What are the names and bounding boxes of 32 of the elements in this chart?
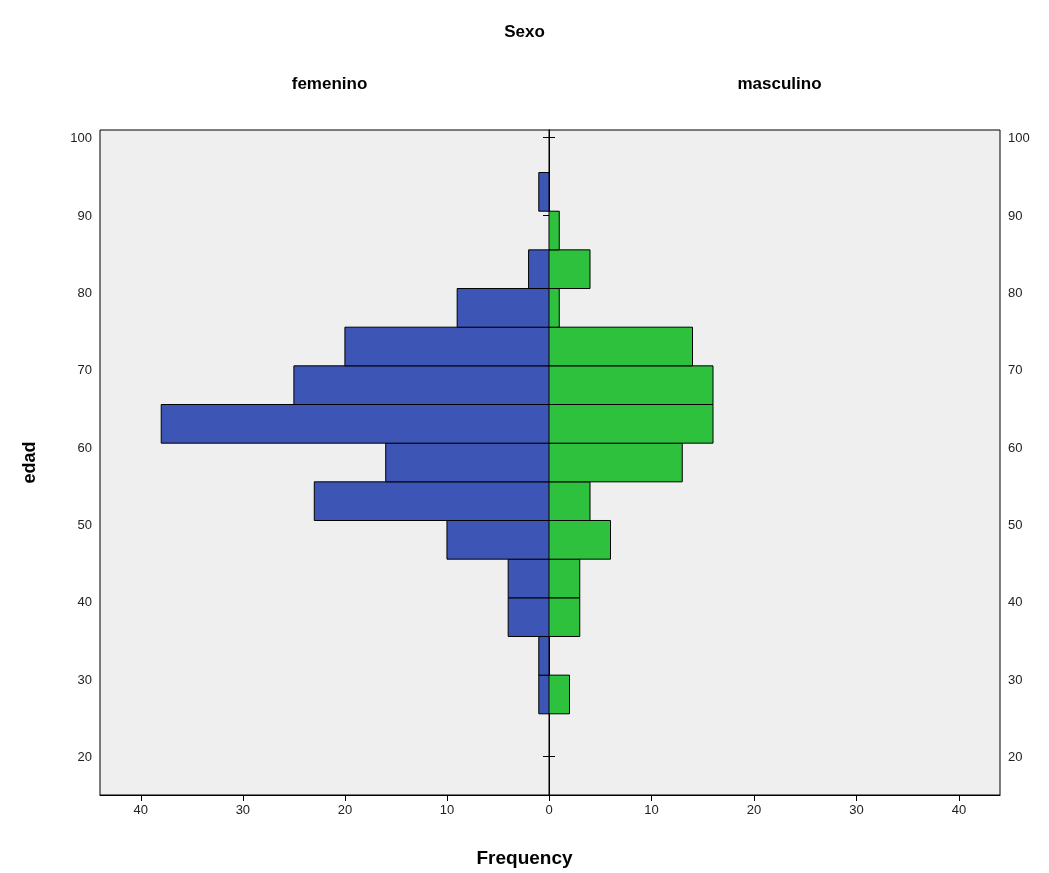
y-tick-label: 70 xyxy=(1008,362,1023,378)
x-tick-label: 40 xyxy=(951,802,967,817)
x-tick-label: 40 xyxy=(133,802,149,817)
y-tick-label: 100 xyxy=(1008,130,1030,146)
y-tick-label: 100 xyxy=(70,130,92,146)
y-tick-label: 80 xyxy=(77,284,92,300)
x-tick-label: 0 xyxy=(545,802,553,817)
y-tick-label: 60 xyxy=(77,439,92,455)
y-tick-label: 30 xyxy=(1008,671,1023,687)
chart-subtitle: masculino xyxy=(737,74,822,93)
y-tick-label: 50 xyxy=(77,516,92,532)
y-tick-label: 40 xyxy=(1008,594,1023,610)
y-tick-label: 30 xyxy=(77,671,92,687)
y-axis-title: edad xyxy=(19,441,39,484)
y-tick-label: 90 xyxy=(1008,207,1023,223)
x-tick-label: 30 xyxy=(849,802,864,817)
x-axis-title: Frequency xyxy=(476,847,573,868)
y-tick-label: 20 xyxy=(1008,748,1023,764)
y-tick-label: 40 xyxy=(77,594,92,610)
x-tick-label: 20 xyxy=(746,802,762,817)
y-tick-label: 80 xyxy=(1008,284,1023,300)
x-tick-label: 10 xyxy=(644,802,659,817)
x-tick-label: 20 xyxy=(337,802,353,817)
y-tick-label: 20 xyxy=(77,748,92,764)
y-tick-label: 70 xyxy=(77,362,92,378)
chart-title: Sexo xyxy=(504,22,545,41)
y-tick-label: 50 xyxy=(1008,516,1023,532)
y-tick-label: 90 xyxy=(77,207,92,223)
x-tick-label: 30 xyxy=(235,802,251,817)
x-tick-label: 10 xyxy=(439,802,455,817)
y-tick-label: 60 xyxy=(1008,439,1023,455)
chart-subtitle: femenino xyxy=(291,74,368,93)
